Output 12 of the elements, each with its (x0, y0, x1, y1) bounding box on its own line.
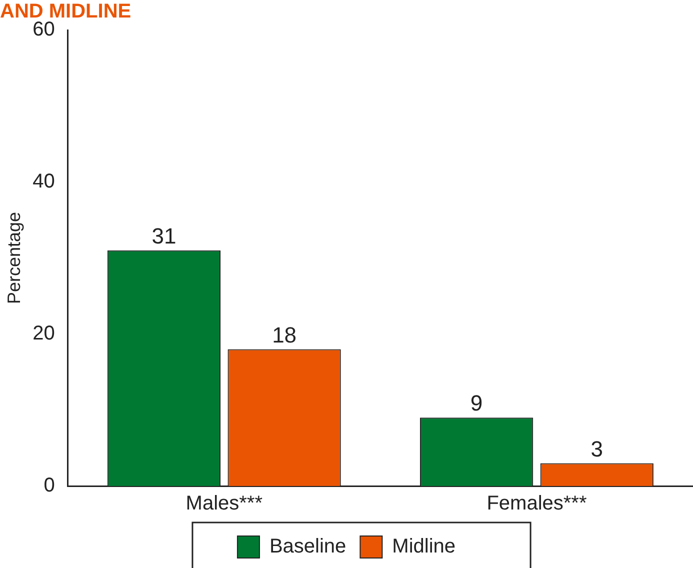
legend-label: Midline (392, 536, 456, 558)
data-label: 3 (590, 436, 604, 462)
y-axis-title: Percentage (4, 212, 24, 304)
y-tick-label: 40 (32, 170, 55, 193)
x-tick-label: Males*** (186, 492, 263, 515)
y-tick-label: 0 (44, 474, 55, 497)
data-label: 31 (152, 223, 176, 248)
data-label: 18 (272, 322, 297, 348)
x-tick-label: Females*** (486, 492, 587, 515)
data-label: 9 (470, 390, 483, 416)
legend-label: Baseline (269, 536, 346, 558)
y-tick-label: 20 (32, 322, 55, 345)
